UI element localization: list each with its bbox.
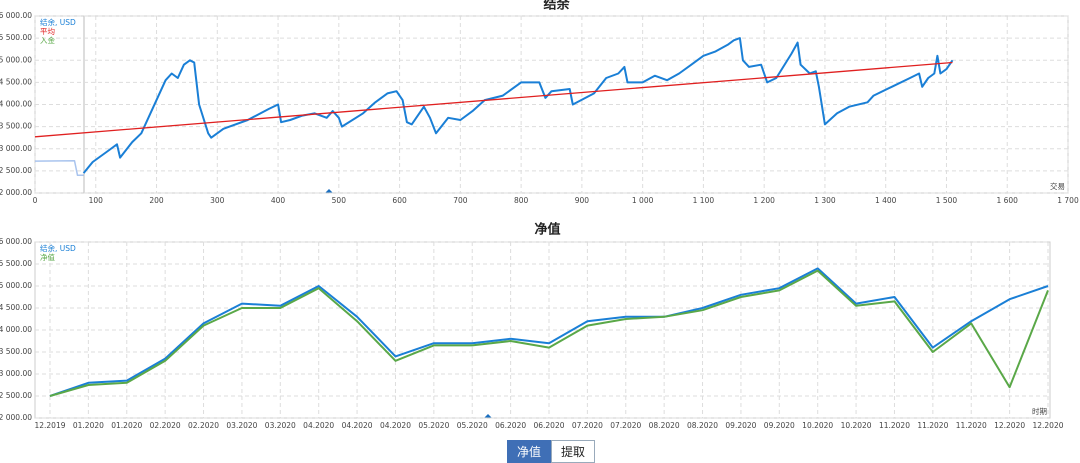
x-tick-label: 200 [149,196,164,205]
x-tick-label: 600 [392,196,407,205]
legend-entry: 结余, USD [40,17,76,27]
x-tick-label: 09.2020 [725,421,756,430]
x-tick-label: 900 [575,196,590,205]
x-tick-label: 02.2020 [188,421,219,430]
x-tick-label: 01.2020 [111,421,142,430]
x-tick-label: 1 600 [996,196,1018,205]
x-tick-label: 04.2020 [342,421,373,430]
x-tick-label: 12.2019 [34,421,65,430]
y-tick-label: 4 000.00 [0,100,32,109]
y-tick-label: 3 000.00 [0,144,32,153]
data-line [34,159,84,177]
y-tick-label: 3 500.00 [0,122,32,131]
x-tick-label: 12.2020 [1032,421,1063,430]
x-tick-label: 08.2020 [649,421,680,430]
chart-title: 结余 [543,0,570,13]
y-tick-label: 4 500.00 [0,77,32,86]
y-tick-label: 2 500.00 [0,166,32,175]
x-tick-label: 02.2020 [150,421,181,430]
button-group: 净值 提取 [507,440,596,463]
x-tick-label: 09.2020 [764,421,795,430]
chart-title: 净值 [534,222,560,238]
legend-entry: 平均 [40,26,55,36]
y-tick-label: 5 000.00 [0,55,32,64]
y-tick-label: 3 000.00 [0,369,32,378]
legend-entry: 净值 [40,252,55,262]
x-tick-label: 800 [514,196,529,205]
y-tick-label: 6 000.00 [0,237,32,246]
x-tick-label: 1 400 [875,196,897,205]
x-tick-label: 04.2020 [303,421,334,430]
x-tick-label: 04.2020 [380,421,411,430]
charts: 结余 2 000.00 2 500.00 3 000.00 3 500.00 4 000.… [0,0,1079,430]
x-tick-label: 06.2020 [495,421,526,430]
x-tick-label: 03.2020 [226,421,257,430]
x-tick-label: 1 200 [753,196,775,205]
data-line [34,61,953,138]
x-tick-label: 10.2020 [841,421,872,430]
y-tick-label: 6 000.00 [0,11,32,20]
y-tick-label: 2 500.00 [0,391,32,400]
x-tick-label: 1 500 [936,196,958,205]
y-tick-label: 2 000.00 [0,188,32,197]
x-tick-label: 05.2020 [418,421,449,430]
x-tick-label: 03.2020 [265,421,296,430]
scroll-marker [484,414,492,418]
tab-button[interactable]: 净值 [507,440,552,463]
x-tick-label: 1 300 [814,196,836,205]
x-tick-label: 1 000 [632,196,654,205]
y-tick-label: 4 000.00 [0,325,32,334]
y-tick-label: 5 500.00 [0,259,32,268]
x-axis-label: 交易 [1050,181,1065,191]
y-tick-label: 5 500.00 [0,33,32,42]
y-tick-label: 5 000.00 [0,281,32,290]
x-tick-label: 11.2020 [917,421,948,430]
scroll-marker [325,189,333,193]
x-tick-label: 11.2020 [879,421,910,430]
y-tick-label: 3 500.00 [0,347,32,356]
x-tick-label: 1 100 [693,196,715,205]
x-tick-label: 0 [33,196,38,205]
x-tick-label: 100 [89,196,104,205]
x-tick-label: 10.2020 [802,421,833,430]
x-tick-label: 05.2020 [457,421,488,430]
x-tick-label: 11.2020 [956,421,987,430]
x-tick-label: 700 [453,196,468,205]
x-tick-label: 500 [332,196,347,205]
x-tick-label: 400 [271,196,286,205]
x-axis-label: 时期 [1032,406,1047,416]
legend-entry: 结余, USD [40,243,76,253]
x-tick-label: 07.2020 [572,421,603,430]
x-tick-label: 07.2020 [610,421,641,430]
x-tick-label: 1 700 [1057,196,1079,205]
data-line [49,267,1049,397]
y-tick-label: 2 000.00 [0,413,32,422]
legend-entry: 入金 [40,35,55,45]
x-tick-label: 12.2020 [994,421,1025,430]
tab-button[interactable]: 提取 [551,440,596,463]
x-tick-label: 300 [210,196,225,205]
x-tick-label: 06.2020 [533,421,564,430]
data-line [82,37,954,174]
x-tick-label: 01.2020 [73,421,104,430]
data-line [49,269,1049,397]
x-tick-label: 08.2020 [687,421,718,430]
y-tick-label: 4 500.00 [0,303,32,312]
